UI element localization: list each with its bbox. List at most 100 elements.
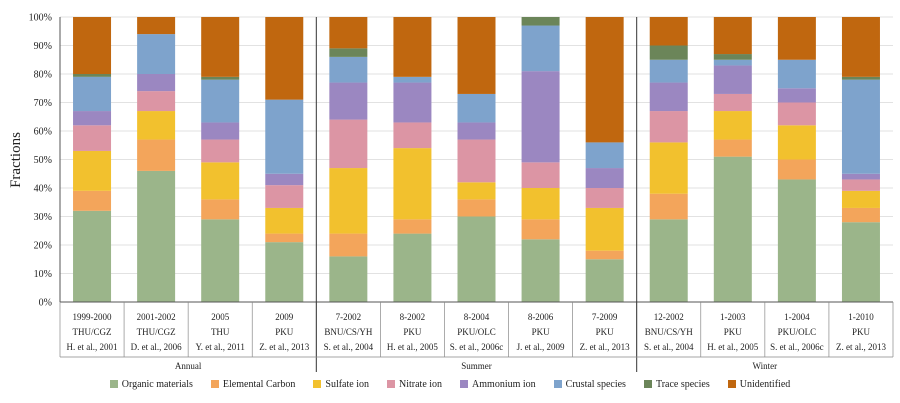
bar-segment xyxy=(457,17,496,94)
bar-segment xyxy=(393,233,432,302)
legend-swatch xyxy=(643,380,652,388)
category-label: 8-2006 xyxy=(528,312,554,322)
y-tick-label: 70% xyxy=(34,98,52,109)
legend-label: Crustal species xyxy=(565,378,626,390)
category-label: 7-2002 xyxy=(336,312,362,322)
bar-segment xyxy=(713,65,752,94)
bar-segment xyxy=(329,17,368,49)
bar-segment xyxy=(265,99,304,174)
bar-segment xyxy=(713,93,752,112)
category-label: H. et al., 2001 xyxy=(67,342,118,352)
category-label: PKU xyxy=(596,327,615,337)
bar-segment xyxy=(585,259,624,302)
category-label: BNU/CS/YH xyxy=(645,327,694,337)
bar-segment xyxy=(137,74,176,92)
bar-segment xyxy=(777,179,816,302)
bar-segment xyxy=(649,142,688,194)
bar-segment xyxy=(73,17,112,74)
bar-segment xyxy=(201,76,240,80)
legend-item: Sulfate ion xyxy=(313,379,369,390)
legend-item: Elemental Carbon xyxy=(210,378,296,390)
bar-segment xyxy=(457,93,496,123)
bar-segment xyxy=(777,102,816,126)
bar-segment xyxy=(585,188,624,208)
y-tick-label: 0% xyxy=(39,298,52,309)
bar-segment xyxy=(649,82,688,112)
category-label: H. et al., 2005 xyxy=(387,342,438,352)
bar-segment xyxy=(393,219,432,234)
legend-swatch xyxy=(553,380,562,388)
category-label: THU/CGZ xyxy=(73,327,112,337)
bar-segment xyxy=(521,17,560,26)
bar-segment xyxy=(713,156,752,302)
y-tick-label: 50% xyxy=(34,155,52,166)
legend-item: Unidentified xyxy=(727,379,790,390)
bar-segment xyxy=(265,185,304,208)
category-label: PKU xyxy=(275,327,294,337)
category-label: D. et al., 2006 xyxy=(131,342,182,352)
y-axis-label: Fractions xyxy=(8,132,24,188)
bar-segment xyxy=(137,139,176,171)
bar-segment xyxy=(329,256,368,302)
category-label: PKU xyxy=(724,327,743,337)
bar-segment xyxy=(585,168,624,188)
bar-segment xyxy=(201,162,240,200)
bar-segment xyxy=(649,219,688,302)
bar-segment xyxy=(73,210,112,302)
bar-segment xyxy=(457,139,496,183)
bar-segment xyxy=(841,17,880,77)
bar-segment xyxy=(777,59,816,89)
category-labels: 1999-2000 THU/CGZ H. et al., 2001 2001-2002… xyxy=(67,312,887,352)
bar-segment xyxy=(457,199,496,217)
bar-segment xyxy=(521,71,560,163)
bar-segment xyxy=(585,142,624,169)
season-label: Winter xyxy=(753,361,778,371)
category-label: S. et al., 2004 xyxy=(324,342,374,352)
category-label: 1-2003 xyxy=(720,312,746,322)
bar-segment xyxy=(137,17,176,35)
legend-label: Elemental Carbon xyxy=(222,378,296,390)
bar-segment xyxy=(201,139,240,163)
bar-segment xyxy=(137,170,176,302)
bar-segment xyxy=(201,79,240,123)
legend: Organic materials Elemental Carbon Sulfate… xyxy=(0,376,900,392)
category-label: Z. et al., 2013 xyxy=(836,342,886,352)
bar-segment xyxy=(73,190,112,211)
bar-segment xyxy=(649,59,688,83)
bar-segment xyxy=(457,182,496,200)
season-label: Annual xyxy=(175,361,202,371)
bar-segment xyxy=(265,173,304,186)
category-label: S. et al., 2004 xyxy=(644,342,694,352)
legend-label: Nitrate ion xyxy=(399,378,443,390)
y-tick-label: 80% xyxy=(34,70,52,81)
category-label: 2001-2002 xyxy=(137,312,176,322)
bar-segment xyxy=(73,111,112,126)
legend-label: Trace species xyxy=(655,378,710,390)
bar-segment xyxy=(329,56,368,83)
y-tick-label: 100% xyxy=(29,13,52,24)
category-label: PKU xyxy=(852,327,871,337)
bar-segment xyxy=(201,17,240,77)
legend-item: Trace species xyxy=(643,378,710,390)
bar-segment xyxy=(649,193,688,220)
category-label: 1-2004 xyxy=(784,312,810,322)
bar-segment xyxy=(521,25,560,72)
y-tick-label: 60% xyxy=(34,127,52,138)
bar-segment xyxy=(713,59,752,66)
bar-segment xyxy=(777,159,816,180)
category-label: S. et al., 2006c xyxy=(450,342,504,352)
bar-segment xyxy=(329,82,368,120)
bar-segment xyxy=(649,111,688,143)
bar-segment xyxy=(521,162,560,188)
category-label: 2009 xyxy=(275,312,294,322)
category-label: Z. et al., 2013 xyxy=(259,342,309,352)
season-label: Summer xyxy=(461,361,492,371)
y-tick-label: 40% xyxy=(34,184,52,195)
category-label: PKU/OLC xyxy=(778,327,817,337)
axes xyxy=(59,17,894,372)
bar-segment xyxy=(521,188,560,220)
legend-swatch xyxy=(727,380,736,388)
bar-segment xyxy=(841,207,880,223)
category-label: PKU/OLC xyxy=(457,327,496,337)
bar-segment xyxy=(265,207,304,234)
